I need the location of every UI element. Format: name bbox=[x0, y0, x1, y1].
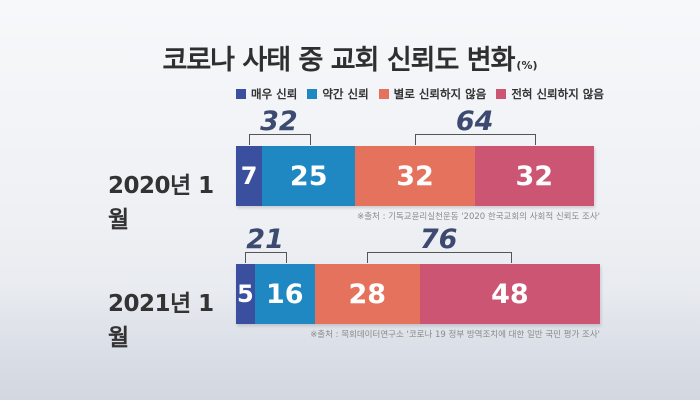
legend-label-0: 매우 신뢰 bbox=[251, 87, 298, 101]
source-2020: ※출처 : 기독교윤리실천운동 '2020 한국교회의 사회적 신뢰도 조사' bbox=[357, 212, 600, 222]
bracket-2021-trust bbox=[245, 252, 287, 263]
legend-item-3: 전혀 신뢰하지 않음 bbox=[496, 86, 604, 102]
legend: 매우 신뢰 약간 신뢰 별로 신뢰하지 않음 전혀 신뢰하지 않음 bbox=[236, 86, 604, 102]
bar-2020-segment-2: 32 bbox=[355, 146, 475, 206]
bar-2021-segment-0: 5 bbox=[236, 264, 255, 324]
row-label-2020: 2020년 1월 bbox=[108, 173, 214, 233]
legend-item-1: 약간 신뢰 bbox=[307, 86, 369, 102]
legend-swatch-0 bbox=[236, 89, 246, 99]
bar-2020-segment-0: 7 bbox=[236, 146, 263, 206]
legend-label-1: 약간 신뢰 bbox=[322, 87, 369, 101]
total-2021-distrust: 76 bbox=[419, 224, 458, 255]
bracket-2021-distrust bbox=[367, 252, 512, 263]
bracket-2020-distrust bbox=[415, 134, 537, 145]
row-label-2021: 2021년 1월 bbox=[108, 291, 214, 351]
legend-swatch-2 bbox=[378, 89, 389, 99]
bracket-2020-trust bbox=[249, 134, 311, 145]
total-2020-distrust: 64 bbox=[455, 106, 494, 137]
bar-2021-segment-2: 28 bbox=[314, 264, 420, 324]
legend-label-2: 별로 신뢰하지 않음 bbox=[393, 87, 487, 101]
bar-2021: 5 16 28 48 bbox=[236, 264, 600, 324]
bar-2020-segment-1: 25 bbox=[262, 146, 356, 206]
legend-item-2: 별로 신뢰하지 않음 bbox=[378, 86, 487, 102]
bar-2021-segment-3: 48 bbox=[419, 264, 600, 324]
legend-label-3: 전혀 신뢰하지 않음 bbox=[511, 87, 604, 101]
source-2021: ※출처 : 목회데이터연구소 '코로나 19 정부 방역조치에 대한 일반 국민… bbox=[310, 330, 600, 340]
bar-2020-segment-3: 32 bbox=[474, 146, 594, 206]
chart-title: 코로나 사태 중 교회 신뢰도 변화 bbox=[162, 45, 516, 76]
total-2020-trust: 32 bbox=[260, 106, 298, 137]
legend-swatch-3 bbox=[496, 89, 507, 99]
legend-swatch-1 bbox=[307, 89, 318, 99]
chart-title-wrap: 코로나 사태 중 교회 신뢰도 변화 (%) bbox=[0, 38, 700, 77]
bar-2021-segment-1: 16 bbox=[254, 264, 315, 324]
bar-2020: 7 25 32 32 bbox=[236, 146, 594, 206]
total-2021-trust: 21 bbox=[246, 224, 284, 255]
title-unit: (%) bbox=[516, 59, 538, 72]
legend-item-0: 매우 신뢰 bbox=[236, 86, 297, 102]
